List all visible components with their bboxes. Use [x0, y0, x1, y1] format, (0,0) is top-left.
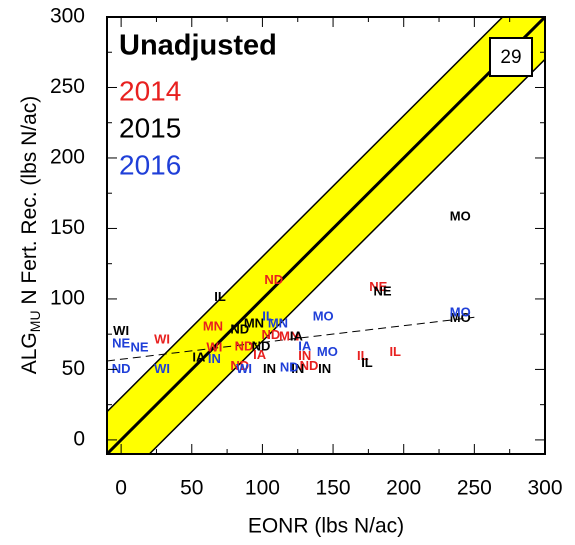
- point-label: ND: [280, 359, 299, 374]
- x-tick-label: 200: [386, 477, 421, 500]
- point-label: IL: [389, 344, 401, 359]
- one-to-one-line: [107, 17, 545, 454]
- point-label: WI: [206, 340, 222, 355]
- point-label: NE: [112, 335, 130, 350]
- y-label-main: ALG: [18, 332, 41, 374]
- point-label: ND: [112, 361, 131, 376]
- point-label: IN: [298, 348, 311, 363]
- point-label: MO: [450, 209, 471, 224]
- x-tick-label: 0: [115, 477, 127, 500]
- point-label: MN: [268, 316, 288, 331]
- point-label: ND: [230, 358, 249, 373]
- y-tick-label: 100: [50, 286, 85, 309]
- panel-label: 29: [500, 47, 521, 68]
- x-tick-label: 300: [527, 477, 562, 500]
- panel-box: [489, 37, 533, 77]
- trend-line: [107, 316, 475, 362]
- point-label: MN: [279, 328, 299, 343]
- point-label: ND: [235, 338, 254, 353]
- legend-entry: 2015: [119, 112, 181, 143]
- point-label: MN: [244, 316, 264, 331]
- y-tick-label: 200: [50, 146, 85, 169]
- y-tick-label: 0: [73, 427, 85, 450]
- point-label: IL: [357, 348, 369, 363]
- band-layer: [107, 17, 545, 454]
- point-label: NE: [130, 340, 148, 355]
- point-label: MO: [313, 309, 334, 324]
- legend-entry: 2016: [119, 149, 181, 180]
- x-tick-label: 250: [457, 477, 492, 500]
- point-label: IA: [290, 328, 304, 343]
- point-label: MO: [317, 344, 338, 359]
- point-label: ND: [252, 338, 271, 353]
- y-tick-label: 150: [50, 216, 85, 239]
- point-label: IN: [318, 361, 331, 376]
- point-label: IA: [298, 338, 312, 353]
- point-label: ND: [262, 327, 281, 342]
- point-label: WI: [236, 361, 252, 376]
- y-tick-label: 50: [62, 357, 85, 380]
- point-label: ND: [264, 272, 283, 287]
- x-tick-label: 150: [316, 477, 351, 500]
- point-label: IL: [214, 289, 226, 304]
- point-label: IL: [262, 309, 274, 324]
- x-axis-label: EONR (lbs N/ac): [248, 515, 404, 538]
- point-label: MO: [450, 310, 471, 325]
- point-label: IL: [361, 355, 373, 370]
- point-label: WI: [154, 331, 170, 346]
- point-label: WI: [113, 323, 129, 338]
- point-label: IA: [192, 350, 206, 365]
- point-label: IN: [263, 361, 276, 376]
- plot-frame: [106, 16, 546, 455]
- chart-title: Unadjusted: [119, 30, 277, 62]
- legend-entry: 2014: [119, 75, 181, 106]
- point-label: MO: [450, 304, 471, 319]
- point-label: NE: [369, 279, 387, 294]
- y-label-sub: MU: [27, 310, 43, 332]
- y-label-rest: N Fert. Rec. (lbs N/ac): [18, 96, 41, 311]
- x-tick-label: 100: [245, 477, 280, 500]
- y-tick-label: 300: [50, 5, 85, 28]
- point-label: WI: [154, 361, 170, 376]
- x-tick-label: 50: [180, 477, 203, 500]
- point-label: MN: [203, 319, 223, 334]
- point-label: IN: [291, 361, 304, 376]
- y-axis-label: ALGMU N Fert. Rec. (lbs N/ac): [18, 96, 43, 375]
- point-label: ND: [230, 321, 249, 336]
- point-label: NE: [373, 283, 391, 298]
- point-label: IN: [208, 351, 221, 366]
- point-label: IA: [253, 347, 267, 362]
- y-tick-label: 250: [50, 75, 85, 98]
- point-label: ND: [300, 358, 319, 373]
